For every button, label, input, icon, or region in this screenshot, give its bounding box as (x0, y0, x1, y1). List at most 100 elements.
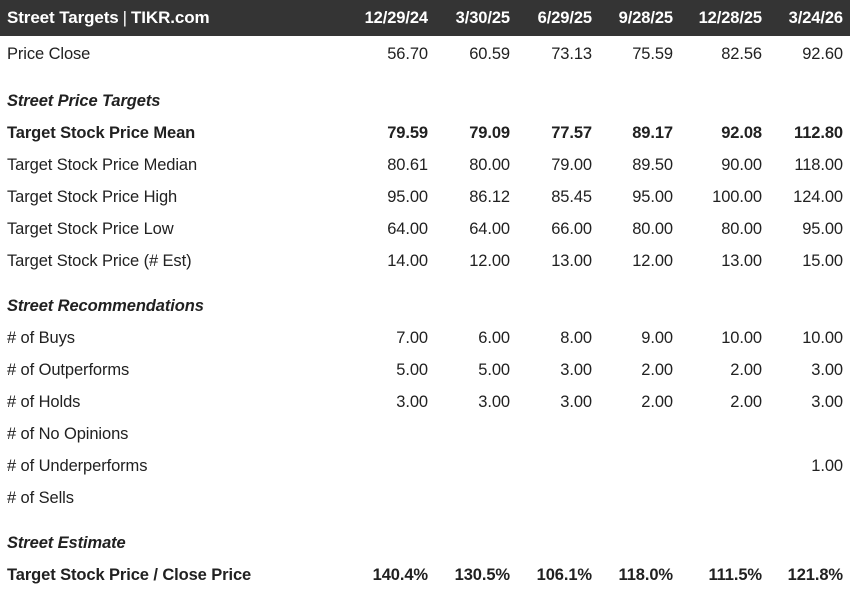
cell-value (345, 482, 435, 514)
row-label: # of Outperforms (7, 360, 130, 379)
cell-value: 73.13 (551, 44, 592, 63)
cell-value (769, 482, 850, 514)
row-label: # of No Opinions (7, 424, 129, 443)
row-label: Target Stock Price High (7, 187, 178, 206)
spacer-row (0, 277, 850, 290)
table-row: # of No Opinions (0, 418, 850, 450)
cell-value: 95.00 (802, 219, 843, 238)
cell-value: 77.57 (551, 123, 592, 142)
spacer-cell (0, 72, 850, 85)
section-header-label: Street Price Targets (7, 91, 161, 110)
spacer-cell (0, 514, 850, 527)
section-header-row: Street Recommendations (0, 290, 850, 322)
cell-value: 95.00 (632, 187, 673, 206)
cell-value: 118.0% (618, 565, 674, 584)
row-label: Target Stock Price / Close Price (7, 565, 252, 584)
section-header-label: Street Estimate (7, 533, 126, 552)
cell-value: 111.5% (708, 565, 762, 584)
header-row: Street Targets | TIKR.com 12/29/24 3/30/25… (0, 0, 850, 36)
cell-value: 56.70 (387, 44, 428, 63)
cell-value (435, 450, 517, 482)
cell-value: 2.00 (730, 392, 762, 411)
table-row: # of Holds 3.00 3.00 3.00 2.00 2.00 3.00 (0, 386, 850, 418)
cell-value: 13.00 (551, 251, 592, 270)
table-title-left: Street Targets (7, 8, 119, 27)
cell-value: 140.4% (372, 565, 428, 584)
cell-value: 12.00 (632, 251, 673, 270)
cell-value: 92.60 (802, 44, 843, 63)
table-row: Target Stock Price High 95.00 86.12 85.45 95… (0, 181, 850, 213)
date-column-header: 9/28/25 (599, 0, 680, 36)
cell-value: 60.59 (469, 44, 510, 63)
cell-value: 13.00 (721, 251, 762, 270)
cell-value: 64.00 (387, 219, 428, 238)
cell-value: 90.00 (721, 155, 762, 174)
cell-value: 89.50 (632, 155, 673, 174)
cell-value (599, 418, 680, 450)
row-label: Target Stock Price Low (7, 219, 174, 238)
cell-value: 100.00 (712, 187, 762, 206)
row-label: Target Stock Price Mean (7, 123, 196, 142)
cell-value: 2.00 (641, 392, 673, 411)
cell-value: 5.00 (478, 360, 510, 379)
cell-value: 66.00 (551, 219, 592, 238)
row-label: Target Stock Price Median (7, 155, 198, 174)
cell-value: 112.80 (794, 123, 843, 142)
cell-value: 2.00 (730, 360, 762, 379)
row-label: # of Underperforms (7, 456, 148, 475)
row-label: Price Close (7, 44, 91, 63)
cell-value: 64.00 (469, 219, 510, 238)
cell-value: 85.45 (551, 187, 592, 206)
cell-value: 3.00 (811, 360, 843, 379)
cell-value: 82.56 (721, 44, 762, 63)
cell-value: 80.00 (632, 219, 673, 238)
cell-value: 79.59 (387, 123, 428, 142)
cell-value: 2.00 (641, 360, 673, 379)
cell-value: 80.00 (721, 219, 762, 238)
cell-value: 5.00 (396, 360, 428, 379)
spacer-row (0, 514, 850, 527)
cell-value (599, 482, 680, 514)
table-row: Target Stock Price Low 64.00 64.00 66.00 80.… (0, 213, 850, 245)
cell-value: 118.00 (794, 155, 843, 174)
section-header-row: Street Price Targets (0, 85, 850, 117)
table-row: Target Stock Price Median 80.61 80.00 79.00… (0, 149, 850, 181)
cell-value (599, 450, 680, 482)
title-separator: | (122, 8, 127, 27)
cell-value: 10.00 (721, 328, 762, 347)
date-column-header: 6/29/25 (517, 0, 599, 36)
cell-value: 92.08 (721, 123, 762, 142)
table-row: Price Close 56.70 60.59 73.13 75.59 82.56 92.6… (0, 36, 850, 72)
table-row: Target Stock Price / Close Price 140.4% 13… (0, 559, 850, 591)
table-body: Price Close 56.70 60.59 73.13 75.59 82.56 92.6… (0, 36, 850, 591)
cell-value (680, 418, 769, 450)
table-row: Target Stock Price (# Est) 14.00 12.00 13.0… (0, 245, 850, 277)
date-column-header: 3/30/25 (435, 0, 517, 36)
cell-value (345, 418, 435, 450)
table-row: # of Outperforms 5.00 5.00 3.00 2.00 2.00 3.00 (0, 354, 850, 386)
cell-value: 124.00 (793, 187, 843, 206)
table-row: # of Sells (0, 482, 850, 514)
cell-value: 106.1% (536, 565, 592, 584)
cell-value: 89.17 (632, 123, 673, 142)
section-header-label: Street Recommendations (7, 296, 204, 315)
cell-value: 8.00 (560, 328, 592, 347)
row-label: # of Holds (7, 392, 81, 411)
table-header: Street Targets | TIKR.com 12/29/24 3/30/25… (0, 0, 850, 36)
cell-value (517, 418, 599, 450)
cell-value: 79.00 (551, 155, 592, 174)
cell-value: 6.00 (478, 328, 510, 347)
cell-value (345, 450, 435, 482)
date-column-header: 12/28/25 (680, 0, 769, 36)
cell-value: 80.00 (469, 155, 510, 174)
cell-value: 75.59 (632, 44, 673, 63)
table-row: # of Buys 7.00 6.00 8.00 9.00 10.00 10.00 (0, 322, 850, 354)
cell-value: 3.00 (811, 392, 843, 411)
cell-value: 80.61 (387, 155, 428, 174)
cell-value: 3.00 (478, 392, 510, 411)
row-label: Target Stock Price (# Est) (7, 251, 192, 270)
cell-value (435, 482, 517, 514)
cell-value: 1.00 (811, 456, 843, 475)
cell-value: 12.00 (469, 251, 510, 270)
